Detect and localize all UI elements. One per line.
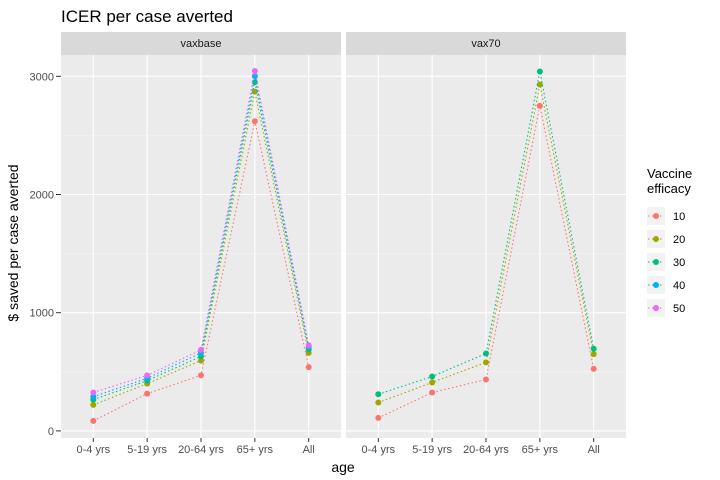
data-point-50 bbox=[251, 67, 258, 74]
panel-strip bbox=[61, 32, 341, 55]
data-point-20 bbox=[375, 399, 382, 406]
data-point-10 bbox=[536, 102, 543, 109]
data-point-50 bbox=[90, 389, 97, 396]
data-point-10 bbox=[305, 364, 312, 371]
data-point-10 bbox=[375, 414, 382, 421]
panel-strip-label: vaxbase bbox=[181, 38, 222, 50]
y-axis-title: $ saved per case averted bbox=[5, 164, 21, 321]
y-tick-label: 0 bbox=[48, 426, 54, 438]
data-point-10 bbox=[144, 390, 151, 397]
panel-strip-label: vax70 bbox=[471, 38, 500, 50]
legend-label: 20 bbox=[673, 234, 685, 246]
data-point-40 bbox=[251, 73, 258, 80]
data-point-20 bbox=[90, 401, 97, 408]
data-point-10 bbox=[198, 372, 204, 379]
x-tick-label: 5-19 yrs bbox=[412, 444, 452, 456]
data-point-10 bbox=[251, 118, 258, 125]
data-point-20 bbox=[536, 81, 543, 88]
legend-label: 10 bbox=[673, 211, 685, 223]
data-point-50 bbox=[198, 346, 204, 353]
panel-vax70: vax70 0-4 yrs 5-19 yrs 20-64 yrs 65+ yrs All bbox=[346, 32, 626, 456]
data-point-30 bbox=[536, 68, 543, 75]
legend-title: Vaccine bbox=[647, 166, 692, 181]
x-tick-label: All bbox=[588, 444, 600, 456]
legend-key-point bbox=[653, 305, 659, 311]
data-point-30 bbox=[251, 79, 258, 86]
x-axis-title: age bbox=[331, 459, 355, 475]
data-point-20 bbox=[429, 379, 436, 386]
y-tick-label: 3000 bbox=[30, 71, 54, 83]
legend-key-point bbox=[653, 236, 659, 242]
legend-key-point bbox=[653, 259, 659, 265]
data-point-30 bbox=[483, 350, 489, 357]
legend-key-point bbox=[653, 282, 659, 288]
legend-key-point bbox=[653, 213, 659, 219]
data-point-30 bbox=[590, 345, 597, 352]
data-point-10 bbox=[590, 365, 597, 372]
data-point-50 bbox=[305, 342, 312, 349]
x-tick-label: 20-64 yrs bbox=[463, 444, 509, 456]
panel-vaxbase: vaxbase 0-4 yrs 5-19 yrs 20-64 yrs 65+ yrs Al… bbox=[61, 32, 341, 456]
panel-strip bbox=[346, 32, 626, 55]
panels-layer: 0 1000 2000 3000 vaxbase 0-4 yrs 5-19 yrs 20-64… bbox=[30, 32, 626, 456]
x-tick-label: 65+ yrs bbox=[522, 444, 559, 456]
legend-label: 50 bbox=[673, 303, 685, 315]
y-tick-label: 2000 bbox=[30, 189, 54, 201]
x-tick-label: 0-4 yrs bbox=[76, 444, 110, 456]
series-line-30 bbox=[378, 71, 595, 395]
legend-title: efficacy bbox=[647, 181, 691, 196]
x-tick-label: 20-64 yrs bbox=[178, 444, 224, 456]
data-point-10 bbox=[483, 376, 489, 383]
data-point-30 bbox=[429, 373, 436, 380]
data-point-30 bbox=[375, 391, 382, 398]
x-tick-label: 0-4 yrs bbox=[361, 444, 395, 456]
legend-label: 30 bbox=[673, 257, 685, 269]
data-point-10 bbox=[429, 389, 436, 396]
chart-title: ICER per case averted bbox=[61, 7, 233, 26]
x-tick-label: All bbox=[303, 444, 315, 456]
x-tick-label: 5-19 yrs bbox=[127, 444, 167, 456]
data-point-50 bbox=[144, 372, 151, 379]
data-point-20 bbox=[590, 351, 597, 358]
y-tick-label: 1000 bbox=[30, 308, 54, 320]
x-tick-label: 65+ yrs bbox=[237, 444, 274, 456]
data-point-20 bbox=[251, 88, 258, 95]
data-point-20 bbox=[198, 357, 204, 364]
data-point-40 bbox=[90, 393, 97, 400]
data-point-10 bbox=[90, 417, 97, 424]
legend-label: 40 bbox=[673, 280, 685, 292]
data-point-20 bbox=[483, 359, 489, 366]
